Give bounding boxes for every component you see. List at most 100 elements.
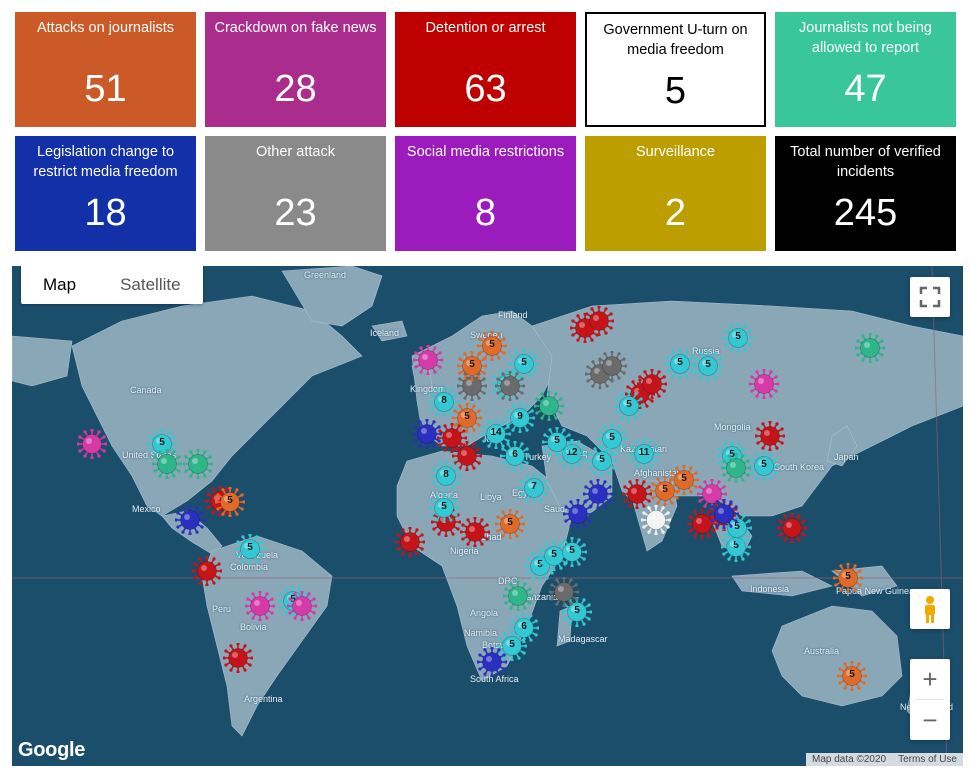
incident-marker-crackdown-on-fake-news[interactable] <box>696 478 728 510</box>
zoom-out-button[interactable]: − <box>922 704 938 735</box>
tile-government-u-turn[interactable]: Government U-turn on media freedom 5 <box>585 12 766 127</box>
tile-other-attack[interactable]: Other attack 23 <box>205 136 386 251</box>
incident-marker-attacks-on-journalists[interactable]: 5 <box>494 508 526 540</box>
tile-label: Surveillance <box>636 144 715 160</box>
incident-marker-journalists-not-allowed[interactable]: 5 <box>664 348 696 380</box>
incident-marker-attacks-on-journalists[interactable]: 5 <box>668 464 700 496</box>
incident-marker-legislation-change[interactable] <box>582 478 614 510</box>
incident-marker-not-allowed-to-report[interactable] <box>182 448 214 480</box>
incident-marker-detention-or-arrest[interactable] <box>451 440 483 472</box>
incident-marker-not-allowed-to-report[interactable] <box>720 452 752 484</box>
tile-social-media-restrictions[interactable]: Social media restrictions 8 <box>395 136 576 251</box>
incident-marker-legislation-change[interactable] <box>174 504 206 536</box>
zoom-in-button[interactable]: + <box>922 663 938 694</box>
map-type-control[interactable]: Map Satellite <box>21 266 203 304</box>
tile-legislation-change[interactable]: Legislation change to restrict media fre… <box>15 136 196 251</box>
incident-marker-attacks-on-journalists[interactable]: 5 <box>832 562 864 594</box>
tile-detention-or-arrest[interactable]: Detention or arrest 63 <box>395 12 576 127</box>
marker-cluster-count: 5 <box>705 359 711 370</box>
incident-marker-journalists-not-allowed[interactable]: 11 <box>628 438 660 470</box>
incident-marker-journalists-not-allowed[interactable]: 5 <box>692 350 724 382</box>
incident-marker-legislation-change[interactable] <box>476 646 508 678</box>
incident-marker-not-allowed-to-report[interactable] <box>502 580 534 612</box>
incident-marker-journalists-not-allowed[interactable]: 5 <box>722 322 754 354</box>
tile-label: Detention or arrest <box>425 20 546 36</box>
incident-marker-attacks-on-journalists[interactable]: 5 <box>476 330 508 362</box>
incident-marker-attacks-on-journalists[interactable]: 5 <box>451 402 483 434</box>
place-label: South Korea <box>774 462 825 472</box>
incident-marker-journalists-not-allowed[interactable]: 5 <box>586 445 618 477</box>
place-label: Bolivia <box>240 622 267 632</box>
incident-marker-journalists-not-allowed[interactable]: 5 <box>596 423 628 455</box>
incident-marker-journalists-not-allowed[interactable]: 5 <box>234 533 266 565</box>
incident-marker-detention-or-arrest[interactable] <box>624 378 656 410</box>
incident-marker-journalists-not-allowed[interactable]: 14 <box>480 418 512 450</box>
marker-cluster-count: 5 <box>569 545 575 556</box>
incident-marker-journalists-not-allowed[interactable]: 5 <box>561 596 593 628</box>
marker-cluster-count: 5 <box>733 540 739 551</box>
terms-of-use-link[interactable]: Terms of Use <box>898 754 957 765</box>
incident-marker-legislation-change[interactable] <box>562 498 594 530</box>
tile-label: Other attack <box>256 144 335 160</box>
incident-marker-crackdown-on-fake-news[interactable] <box>286 590 318 622</box>
fullscreen-button[interactable] <box>910 277 950 317</box>
incident-marker-legislation-change[interactable] <box>411 418 443 450</box>
incident-marker-government-u-turn[interactable] <box>640 504 672 536</box>
incident-marker-detention-or-arrest[interactable] <box>191 555 223 587</box>
marker-cluster-count: 5 <box>537 559 543 570</box>
incident-marker-journalists-not-allowed[interactable]: 5 <box>716 440 748 472</box>
incident-marker-crackdown-on-fake-news[interactable] <box>412 344 444 376</box>
tile-surveillance[interactable]: Surveillance 2 <box>585 136 766 251</box>
incident-marker-not-allowed-to-report[interactable] <box>151 448 183 480</box>
incident-marker-other-attack[interactable] <box>548 576 580 608</box>
incident-marker-attacks-on-journalists[interactable]: 5 <box>456 350 488 382</box>
incident-marker-not-allowed-to-report[interactable] <box>854 332 886 364</box>
incident-marker-journalists-not-allowed[interactable]: 7 <box>518 472 550 504</box>
marker-cluster-count: 5 <box>574 605 580 616</box>
incident-marker-crackdown-on-fake-news[interactable] <box>76 428 108 460</box>
incident-marker-legislation-change[interactable] <box>708 498 740 530</box>
street-view-pegman-button[interactable] <box>910 589 950 629</box>
incident-marker-detention-or-arrest[interactable] <box>459 516 491 548</box>
incident-marker-detention-or-arrest[interactable] <box>636 368 668 400</box>
zoom-control[interactable]: + − <box>910 659 950 740</box>
incident-marker-journalists-not-allowed[interactable]: 5 <box>556 536 588 568</box>
place-label: Madagascar <box>558 634 608 644</box>
incident-marker-journalists-not-allowed[interactable]: 6 <box>499 440 531 472</box>
map-type-satellite-button[interactable]: Satellite <box>120 275 181 294</box>
incident-marker-other-attack[interactable] <box>596 350 628 382</box>
incident-marker-journalists-not-allowed[interactable]: 5 <box>748 450 780 482</box>
incident-marker-attacks-on-journalists[interactable]: 5 <box>214 486 246 518</box>
incident-marker-journalists-not-allowed[interactable]: 5 <box>508 348 540 380</box>
incident-marker-attacks-on-journalists[interactable]: 5 <box>836 660 868 692</box>
incident-marker-journalists-not-allowed[interactable]: 8 <box>430 460 462 492</box>
incident-marker-other-attack[interactable] <box>494 370 526 402</box>
tile-crackdown-on-fake-news[interactable]: Crackdown on fake news 28 <box>205 12 386 127</box>
tile-attacks-on-journalists[interactable]: Attacks on journalists 51 <box>15 12 196 127</box>
incident-marker-detention-or-arrest[interactable] <box>621 478 653 510</box>
incident-marker-other-attack[interactable] <box>456 370 488 402</box>
incident-marker-detention-or-arrest[interactable] <box>394 526 426 558</box>
incident-marker-journalists-not-allowed[interactable]: 9 <box>504 402 536 434</box>
incident-marker-journalists-not-allowed[interactable]: 8 <box>428 386 460 418</box>
incident-marker-journalists-not-allowed[interactable]: 5 <box>613 390 645 422</box>
map-type-map-button[interactable]: Map <box>43 275 77 294</box>
incident-marker-detention-or-arrest[interactable] <box>776 512 808 544</box>
incident-marker-not-allowed-to-report[interactable] <box>533 390 565 422</box>
incident-marker-detention-or-arrest[interactable] <box>754 420 786 452</box>
tile-journalists-not-allowed[interactable]: Journalists not being allowed to report 4… <box>775 12 956 127</box>
incident-marker-detention-or-arrest[interactable] <box>583 305 615 337</box>
incident-marker-crackdown-on-fake-news[interactable] <box>748 368 780 400</box>
tile-total-incidents[interactable]: Total number of verified incidents 245 <box>775 136 956 251</box>
marker-cluster-count: 5 <box>551 549 557 560</box>
marker-cluster-count: 5 <box>735 331 741 342</box>
pegman-icon <box>925 596 935 623</box>
incident-marker-journalists-not-allowed[interactable]: 5 <box>541 426 573 458</box>
incident-marker-detention-or-arrest[interactable] <box>222 642 254 674</box>
marker-cluster-count: 5 <box>662 484 668 495</box>
incident-marker-detention-or-arrest[interactable] <box>686 508 718 540</box>
incident-marker-journalists-not-allowed[interactable]: 5 <box>428 492 460 524</box>
incident-marker-crackdown-on-fake-news[interactable] <box>244 590 276 622</box>
incident-map[interactable]: GreenlandIcelandFinlandSwedenRussiaCanad… <box>12 266 963 766</box>
incident-marker-journalists-not-allowed[interactable]: 5 <box>496 630 528 662</box>
